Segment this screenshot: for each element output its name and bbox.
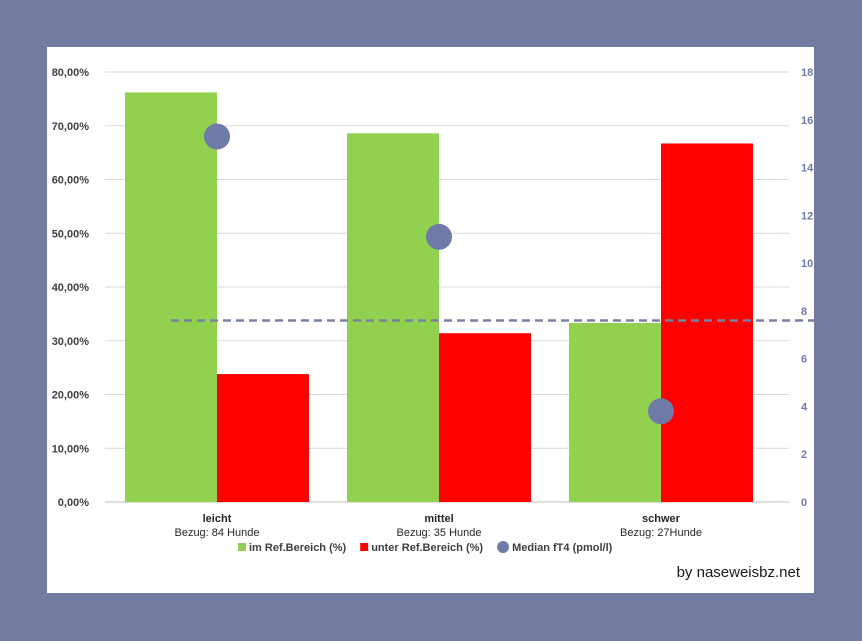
bar-im-schwer — [569, 323, 661, 502]
right-axis-tick-label: 0 — [801, 497, 807, 509]
legend-label: Median fT4 (pmol/l) — [512, 542, 613, 554]
chart: 0,00% 10,00% 20,00% 30,00% 40,00% 50,00% 60,00… — [52, 67, 814, 554]
credit-text: by naseweisbz.net — [676, 564, 800, 581]
left-axis-tick-label: 60,00% — [52, 175, 90, 187]
bar-im-leicht — [125, 92, 217, 503]
legend-label: unter Ref.Bereich (%) — [371, 542, 483, 554]
left-axis-tick-label: 80,00% — [52, 67, 90, 79]
markers — [204, 123, 674, 425]
right-axis-tick-label: 12 — [801, 210, 813, 222]
right-axis-tick-label: 8 — [801, 306, 807, 318]
left-axis-tick-label: 10,00% — [52, 443, 90, 455]
legend-label: im Ref.Bereich (%) — [249, 542, 347, 554]
right-axis-tick-label: 4 — [801, 401, 808, 413]
median-marker-mittel — [426, 223, 452, 250]
left-axis-tick-label: 70,00% — [52, 121, 90, 133]
left-axis-tick-label: 40,00% — [52, 282, 90, 294]
legend-swatch — [497, 541, 510, 553]
bar-unter-leicht — [217, 374, 309, 502]
right-axis-tick-label: 6 — [801, 354, 807, 366]
right-axis-tick-label: 2 — [801, 449, 807, 461]
right-axis-tick-label: 16 — [801, 115, 813, 127]
category-sublabel: Bezug: 84 Hunde — [174, 527, 259, 539]
legend: im Ref.Bereich (%) unter Ref.Bereich (%) M… — [238, 541, 613, 554]
category-sublabel: Bezug: 27Hunde — [620, 527, 702, 539]
right-axis-tick-label: 14 — [801, 163, 814, 175]
category-label: leicht — [203, 513, 232, 525]
median-marker-leicht — [204, 123, 230, 150]
left-axis-tick-label: 50,00% — [52, 228, 90, 240]
category-label: schwer — [642, 513, 681, 525]
category-sublabel: Bezug: 35 Hunde — [396, 527, 481, 539]
right-axis-tick-label: 18 — [801, 67, 813, 79]
bars — [125, 92, 753, 503]
bar-unter-mittel — [439, 333, 531, 502]
left-axis-tick-label: 20,00% — [52, 390, 90, 402]
legend-swatch — [238, 543, 246, 551]
legend-swatch — [360, 543, 369, 551]
left-axis-tick-label: 30,00% — [52, 336, 90, 348]
median-marker-schwer — [648, 398, 674, 425]
right-axis-tick-label: 10 — [801, 258, 813, 270]
chart-panel: 0,00% 10,00% 20,00% 30,00% 40,00% 50,00% 60,00… — [47, 47, 814, 593]
axes: 0,00% 10,00% 20,00% 30,00% 40,00% 50,00% 60,00… — [52, 67, 814, 539]
category-label: mittel — [424, 513, 453, 525]
bar-im-mittel — [347, 133, 439, 502]
bar-unter-schwer — [661, 143, 753, 503]
left-axis-tick-label: 0,00% — [58, 497, 89, 509]
